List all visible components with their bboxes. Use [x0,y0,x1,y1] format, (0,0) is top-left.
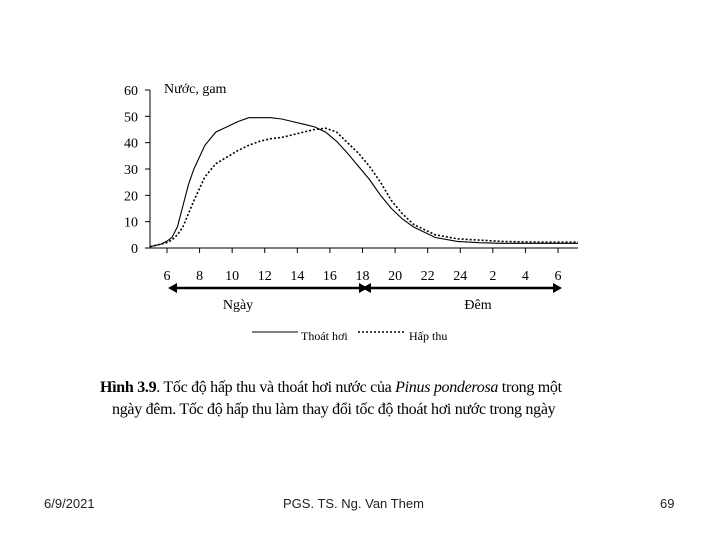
x-tick-label: 6 [164,269,171,284]
chart-legend: Thoát hơi Hấp thu [252,329,447,343]
figure-caption: Hình 3.9. Tốc độ hấp thu và thoát hơi nư… [100,377,640,421]
footer-author: PGS. TS. Ng. Van Them [283,496,424,511]
caption-line-2: ngày đêm. Tốc độ hấp thu làm thay đổi tố… [112,401,556,418]
y-tick-label: 20 [124,189,138,204]
y-tick-label: 60 [124,84,138,99]
series-line-transpiration [149,117,578,248]
y-tick-label: 40 [124,137,138,152]
figure-number: Hình 3.9 [100,379,157,396]
x-tick-label: 2 [489,269,496,284]
page-number: 69 [660,496,675,511]
series-line-absorption [149,127,578,248]
day-arrow-head-left [168,283,177,293]
footer-date: 6/9/2021 [44,496,95,511]
species-name: Pinus ponderosa [395,379,499,396]
y-tick-label: 30 [124,163,138,178]
night-arrow-head-left [362,283,371,293]
x-tick-label: 20 [388,269,402,284]
y-axis: 0 10 20 30 40 50 60 [124,84,151,257]
day-night-arrows: Ngày Đêm [168,283,562,313]
y-tick-label: 10 [124,216,138,231]
chart-series [149,117,578,248]
x-tick-label: 22 [421,269,435,284]
x-tick-label: 6 [555,269,562,284]
x-tick-label: 12 [258,269,272,284]
x-axis: 6 8 10 12 14 16 18 20 22 24 2 4 6 [150,247,578,284]
x-tick-label: 8 [196,269,203,284]
day-label: Ngày [223,298,253,313]
y-tick-label: 50 [124,110,138,125]
legend-label-absorption: Hấp thu [409,329,447,343]
legend-label-transpiration: Thoát hơi [301,329,348,343]
x-tick-label: 14 [290,269,304,284]
y-axis-label: Nước, gam [164,82,227,97]
x-tick-label: 24 [453,269,467,284]
x-tick-label: 18 [356,269,370,284]
x-tick-label: 4 [522,269,529,284]
caption-text-2: trong một [498,379,562,396]
night-arrow-head-right [553,283,562,293]
x-tick-label: 16 [323,269,337,284]
y-tick-label: 0 [131,242,138,257]
caption-text-1: . Tốc độ hấp thu và thoát hơi nước của [156,379,396,396]
x-tick-label: 10 [225,269,239,284]
night-label: Đêm [464,298,491,313]
